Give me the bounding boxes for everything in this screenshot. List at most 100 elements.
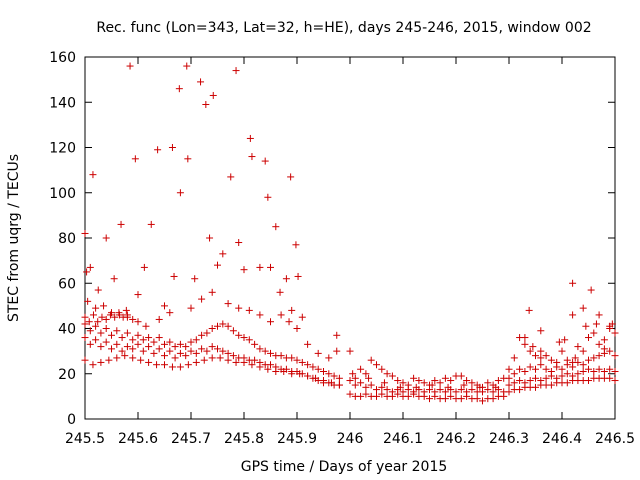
data-point <box>510 370 518 378</box>
data-point <box>333 331 341 339</box>
data-point <box>494 377 502 385</box>
data-point <box>267 263 274 271</box>
data-point <box>150 338 158 346</box>
data-point <box>224 356 232 364</box>
data-point <box>608 320 616 328</box>
data-point <box>161 302 168 310</box>
data-point <box>532 383 539 391</box>
data-point <box>362 370 370 378</box>
data-point <box>203 329 211 337</box>
data-point <box>447 377 455 385</box>
data-point <box>600 367 608 375</box>
data-point <box>129 315 137 323</box>
data-point <box>147 220 155 228</box>
data-point <box>81 334 89 342</box>
data-point <box>102 234 110 242</box>
y-tick-label: 140 <box>49 95 76 111</box>
data-point <box>256 345 264 353</box>
y-tick-label: 60 <box>58 276 76 292</box>
data-point <box>325 354 333 362</box>
data-point <box>585 365 592 373</box>
data-point <box>505 374 513 382</box>
data-point <box>175 85 183 93</box>
data-point <box>240 266 248 274</box>
data-point <box>192 349 200 357</box>
data-point <box>296 370 304 378</box>
data-point <box>118 334 126 342</box>
data-point <box>314 365 322 373</box>
data-point <box>94 318 102 326</box>
data-point <box>246 134 254 142</box>
data-point <box>166 309 174 317</box>
data-point <box>256 311 264 319</box>
data-point <box>304 361 312 369</box>
data-point <box>113 340 121 348</box>
data-point <box>452 388 460 396</box>
data-point <box>547 372 555 380</box>
data-point <box>183 62 191 70</box>
data-point <box>380 379 388 387</box>
data-point <box>529 343 537 351</box>
data-point <box>378 390 386 398</box>
data-point <box>428 381 436 389</box>
data-point <box>357 365 365 373</box>
data-point <box>176 349 184 357</box>
data-point <box>561 336 569 344</box>
data-point <box>288 370 296 378</box>
data-point <box>282 275 290 283</box>
data-point <box>537 354 545 362</box>
data-point <box>410 390 418 398</box>
data-point <box>102 315 110 323</box>
data-point <box>600 336 608 344</box>
data-point <box>473 395 481 403</box>
data-point <box>351 374 359 382</box>
data-point <box>516 377 524 385</box>
data-point <box>510 354 518 362</box>
data-point <box>367 356 375 364</box>
data-point <box>298 313 306 321</box>
data-point <box>563 379 571 387</box>
data-point <box>168 363 176 371</box>
data-point <box>521 340 529 348</box>
data-point <box>484 379 492 387</box>
data-point <box>521 367 529 375</box>
data-point <box>585 334 592 342</box>
data-point <box>219 347 227 355</box>
data-point <box>592 320 600 328</box>
data-point <box>585 356 592 364</box>
data-point <box>388 372 396 380</box>
data-point <box>558 347 566 355</box>
data-point <box>248 153 256 161</box>
data-point <box>373 361 380 369</box>
data-point <box>92 304 100 312</box>
data-point <box>526 363 534 371</box>
data-point <box>206 234 214 242</box>
data-point <box>105 356 113 364</box>
data-point <box>202 101 210 109</box>
data-point <box>139 347 147 355</box>
data-point <box>394 390 402 398</box>
data-point <box>208 354 216 362</box>
data-point <box>261 157 269 165</box>
data-point <box>208 325 216 332</box>
x-tick-label: 245.8 <box>224 431 264 447</box>
data-point <box>184 361 192 369</box>
data-point <box>261 347 269 355</box>
data-point <box>287 173 295 181</box>
data-point <box>611 367 619 375</box>
data-point <box>537 327 545 335</box>
data-point <box>457 395 465 403</box>
data-point <box>563 361 571 369</box>
data-point <box>134 340 142 348</box>
data-point <box>219 320 227 328</box>
data-point <box>571 354 579 362</box>
data-point <box>415 377 423 385</box>
data-point <box>367 381 375 389</box>
data-point <box>97 358 105 366</box>
data-point <box>108 309 115 317</box>
data-point <box>569 363 577 371</box>
data-point <box>155 315 163 323</box>
data-point <box>277 311 285 319</box>
data-point <box>123 329 131 337</box>
